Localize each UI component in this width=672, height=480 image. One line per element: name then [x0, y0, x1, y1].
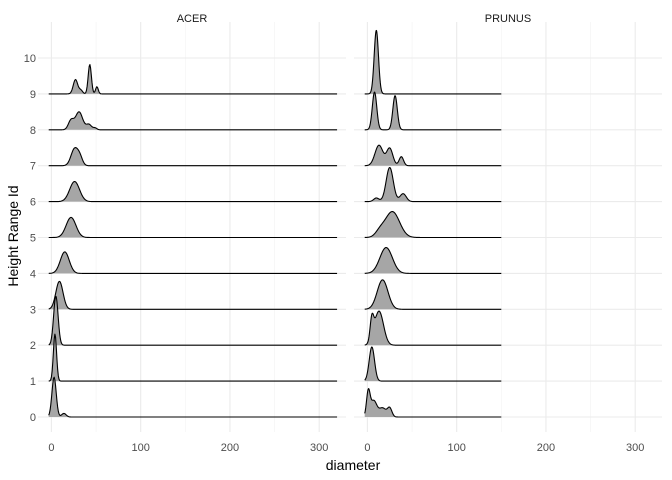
ridge-line-5	[48, 216, 338, 239]
y-tick-label: 0	[30, 412, 36, 424]
ridge-line-2	[48, 295, 338, 346]
y-tick-label: 5	[30, 233, 36, 245]
panel-layer: ACER 0 100 200 300 PRUNUS 0 100 200 300 0 1 2 3 4 5 6 7 8 9…	[24, 13, 662, 454]
ridge-fill-7	[364, 145, 502, 166]
ridge-line-1	[48, 333, 338, 382]
ridge-line-8	[48, 111, 338, 131]
ridge-line-9	[364, 29, 502, 95]
y-tick-label: 6	[30, 197, 36, 209]
ridge-line-8	[364, 91, 502, 131]
ridge-fill-3	[364, 279, 502, 310]
ridge-line-7	[48, 147, 338, 167]
y-tick-label: 8	[30, 125, 36, 137]
ridge-line-7	[364, 144, 502, 167]
y-tick-label: 3	[30, 304, 36, 316]
x-tick-label: 300	[310, 442, 328, 454]
ridge-line-4	[364, 247, 502, 274]
ridge-fill-6	[48, 181, 338, 202]
y-axis-title: Height Range Id	[5, 185, 21, 286]
y-tick-label: 2	[30, 340, 36, 352]
ridge-fill-1	[364, 347, 502, 382]
ridge-line-5	[364, 210, 502, 239]
x-tick-label: 200	[537, 442, 555, 454]
facet-strip-label: PRUNUS	[485, 13, 531, 25]
ridge-line-0	[364, 388, 502, 418]
ridge-fill-2	[48, 296, 338, 346]
ridge-fill-5	[48, 217, 338, 238]
y-tick-label: 1	[30, 376, 36, 388]
ridge-fill-5	[364, 211, 502, 238]
y-tick-label: 9	[30, 89, 36, 101]
ridge-line-1	[364, 346, 502, 382]
ridge-line-4	[48, 251, 338, 274]
ridge-line-3	[364, 279, 502, 310]
x-tick-label: 100	[131, 442, 149, 454]
ridge-fill-9	[48, 64, 338, 94]
x-tick-label: 300	[626, 442, 644, 454]
y-tick-label: 7	[30, 161, 36, 173]
ridge-fill-2	[364, 311, 502, 346]
y-tick-label: 10	[24, 53, 36, 65]
ridge-line-6	[48, 180, 338, 203]
ridge-fill-0	[364, 388, 502, 417]
x-tick-label: 200	[221, 442, 239, 454]
y-axis-ticks: 0 1 2 3 4 5 6 7 8 9 10	[24, 53, 36, 424]
panel-acer: ACER 0 100 200 300	[38, 13, 346, 454]
ridge-fill-4	[364, 247, 502, 274]
ridge-line-6	[364, 166, 502, 203]
ridge-fill-7	[48, 147, 338, 166]
ridge-line-0	[48, 376, 338, 418]
ridge-fill-3	[48, 281, 338, 310]
x-axis-title: diameter	[326, 457, 381, 473]
ridge-fill-8	[364, 92, 502, 130]
ridge-fill-0	[48, 377, 338, 417]
ridge-line-3	[48, 280, 338, 310]
ridge-fill-4	[48, 251, 338, 274]
ridge-fill-6	[364, 167, 502, 202]
ridge-fill-9	[364, 30, 502, 94]
ridge-line-9	[48, 64, 338, 95]
y-tick-label: 4	[30, 268, 36, 280]
facet-strip-label: ACER	[177, 13, 208, 25]
panel-prunus: PRUNUS 0 100 200 300	[354, 13, 662, 454]
x-tick-label: 0	[48, 442, 54, 454]
ridge-fill-1	[48, 334, 338, 382]
ridge-line-2	[364, 310, 502, 346]
x-tick-label: 0	[364, 442, 370, 454]
x-tick-label: 100	[447, 442, 465, 454]
